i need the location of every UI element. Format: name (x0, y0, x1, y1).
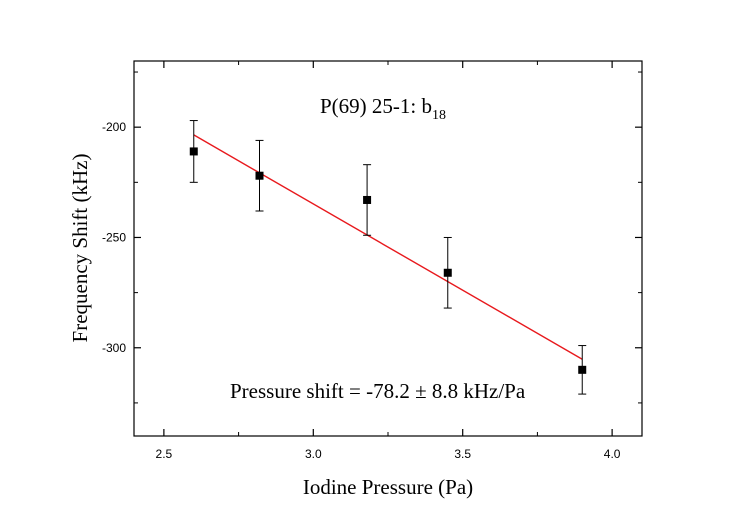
x-tick-label: 3.0 (305, 447, 322, 461)
annotation-title-main: P(69) 25-1: b (320, 94, 432, 118)
y-axis-title: Frequency Shift (kHz) (68, 154, 92, 343)
data-point (189, 147, 198, 156)
annotation-title: P(69) 25-1: b18 (320, 94, 446, 123)
data-layer (189, 120, 587, 395)
x-tick-label: 2.5 (156, 447, 173, 461)
data-point (255, 171, 264, 180)
y-tick-label: -250 (102, 230, 126, 244)
x-tick-label: 3.5 (454, 447, 471, 461)
y-tick-label: -300 (102, 341, 126, 355)
data-point-group (443, 236, 452, 309)
y-tick-label: -200 (102, 120, 126, 134)
data-point (363, 195, 372, 204)
x-axis-title: Iodine Pressure (Pa) (303, 475, 473, 499)
annotation-pressure-shift: Pressure shift = -78.2 ± 8.8 kHz/Pa (230, 379, 526, 403)
ticks (134, 61, 642, 436)
data-point-group (255, 139, 264, 212)
fit-layer (193, 134, 583, 360)
data-point (443, 268, 452, 277)
tick-labels: 2.5 3.0 3.5 4.0 -200 -250 -300 (102, 120, 621, 461)
data-point-group (189, 120, 198, 183)
annotation-title-subscript: 18 (432, 108, 446, 123)
fit-line (193, 134, 583, 360)
data-point-group (363, 164, 372, 236)
data-point-group (578, 345, 587, 395)
data-point (578, 365, 587, 374)
x-tick-label: 4.0 (604, 447, 621, 461)
